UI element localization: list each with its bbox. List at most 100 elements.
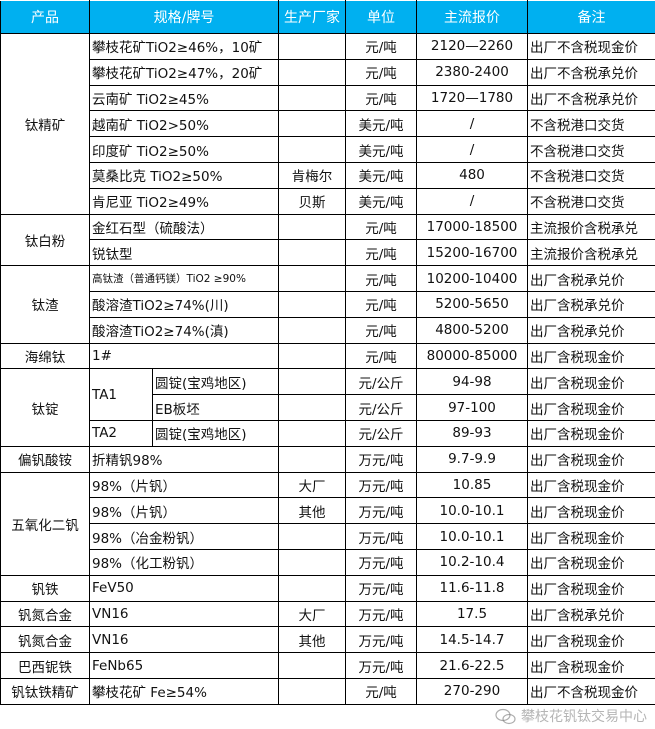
- spec-cell: 98%（化工粉钒）: [89, 548, 279, 576]
- table-row: 巴西铌铁 FeNb65 万元/吨 21.6-22.5 出厂含税现金价: [0, 652, 655, 679]
- table-row: 钒铁 FeV50 万元/吨 11.6-11.8 出厂含税现金价: [0, 574, 655, 602]
- spec-cell: 莫桑比克 TiO2≥50%: [89, 161, 279, 189]
- note-cell: 出厂含税现金价: [527, 394, 655, 421]
- price-cell: 21.6-22.5: [416, 652, 528, 679]
- spec-cell: 云南矿 TiO2≥45%: [89, 84, 279, 112]
- note-cell: 出厂含税现金价: [527, 497, 655, 525]
- note-cell: 出厂含税现金价: [527, 419, 655, 447]
- maker-cell: [278, 548, 346, 576]
- note-cell: 出厂不含税承兑价: [527, 58, 655, 86]
- price-cell: 94-98: [416, 368, 528, 396]
- table-row: 钛精矿 攀枝花矿TiO2≥46%，10矿 元/吨 2120—2260 出厂不含税现金价: [0, 33, 655, 215]
- maker-cell: [278, 239, 346, 267]
- maker-cell: [278, 58, 346, 86]
- maker-cell: [278, 574, 346, 602]
- spec-cell: 攀枝花矿TiO2≥47%，20矿: [89, 58, 279, 86]
- table-row: 98%（片钒） 其他 万元/吨 10.0-10.1 出厂含税现金价: [1, 497, 655, 525]
- note-cell: 出厂含税现金价: [527, 342, 655, 370]
- table-row: 云南矿 TiO2≥45% 元/吨 1720—1780 出厂不含税承兑价: [1, 84, 655, 112]
- table-row: 锐钛型 元/吨 15200-16700 主流报价含税承兑: [1, 239, 655, 267]
- unit-cell: 元/吨: [345, 316, 417, 344]
- table-row: 印度矿 TiO2≥50% 美元/吨 / 不含税港口交货: [1, 136, 655, 163]
- wechat-icon: [495, 708, 516, 725]
- product-cell: 钒氮合金: [0, 626, 90, 654]
- note-cell: 出厂含税现金价: [527, 574, 655, 602]
- grade-cell: TA2: [89, 419, 153, 447]
- note-cell: 出厂含税承兑价: [527, 600, 655, 628]
- maker-cell: 大厂: [278, 600, 346, 628]
- table-row: TA2 圆锭(宝鸡地区) 元/公斤 89-93 出厂含税现金价: [1, 419, 655, 447]
- unit-cell: 元/公斤: [345, 368, 417, 396]
- unit-cell: 元/公斤: [345, 419, 417, 447]
- spec-cell: 锐钛型: [89, 239, 279, 267]
- spec-cell: 酸溶渣TiO2≥74%(滇): [89, 316, 279, 344]
- unit-cell: 万元/吨: [345, 626, 417, 654]
- maker-cell: [278, 33, 346, 60]
- maker-cell: [278, 342, 346, 370]
- price-cell: 2120—2260: [416, 33, 528, 60]
- grade-cell: TA1: [89, 368, 153, 421]
- note-cell: 出厂不含税现金价: [527, 677, 655, 705]
- price-cell: 97-100: [416, 394, 528, 421]
- spec-cell: 肯尼亚 TiO2≥49%: [89, 187, 279, 215]
- unit-cell: 元/吨: [345, 290, 417, 318]
- maker-cell: [278, 84, 346, 112]
- price-cell: 10.0-10.1: [416, 523, 528, 550]
- price-cell: 4800-5200: [416, 316, 528, 344]
- maker-cell: 大厂: [278, 471, 346, 499]
- spec-cell: 折精钒98%: [89, 445, 279, 473]
- price-cell: 270-290: [416, 677, 528, 705]
- product-cell: 巴西铌铁: [0, 652, 90, 679]
- product-cell: 钒铁: [0, 574, 90, 602]
- maker-cell: [278, 523, 346, 550]
- unit-cell: 万元/吨: [345, 471, 417, 499]
- product-cell: 钛渣: [0, 265, 90, 344]
- note-cell: 出厂含税承兑价: [527, 316, 655, 344]
- spec-cell: 1#: [89, 342, 279, 370]
- price-cell: 15200-16700: [416, 239, 528, 267]
- product-cell: 钛白粉: [0, 213, 90, 267]
- note-cell: 出厂含税承兑价: [527, 265, 655, 292]
- spec-cell: VN16: [89, 626, 279, 654]
- header-price: 主流报价: [416, 0, 528, 34]
- note-cell: 出厂含税现金价: [527, 548, 655, 576]
- spec-cell: 圆锭(宝鸡地区): [152, 368, 279, 396]
- product-cell: 钛锭: [0, 368, 90, 447]
- note-cell: 不含税港口交货: [527, 161, 655, 189]
- maker-cell: [278, 213, 346, 241]
- price-cell: 17000-18500: [416, 213, 528, 241]
- note-cell: 不含税港口交货: [527, 136, 655, 163]
- price-cell: 89-93: [416, 419, 528, 447]
- table-row: 钒钛铁精矿 攀枝花矿 Fe≥54% 元/吨 270-290 出厂不含税现金价: [0, 677, 655, 705]
- maker-cell: [278, 394, 346, 421]
- price-cell: /: [416, 136, 528, 163]
- unit-cell: 万元/吨: [345, 523, 417, 550]
- price-cell: 17.5: [416, 600, 528, 628]
- unit-cell: 万元/吨: [345, 497, 417, 525]
- note-cell: 出厂含税现金价: [527, 523, 655, 550]
- table-row: 钛锭 TA1 圆锭(宝鸡地区) 元/公斤 94-98 出厂含税现金价: [0, 368, 655, 447]
- unit-cell: 美元/吨: [345, 136, 417, 163]
- unit-cell: 元/吨: [345, 33, 417, 60]
- table-row: 攀枝花矿TiO2≥47%，20矿 元/吨 2380-2400 出厂不含税承兑价: [1, 58, 655, 86]
- maker-cell: 贝斯: [278, 187, 346, 215]
- table-row: 偏钒酸铵 折精钒98% 万元/吨 9.7-9.9 出厂含税现金价: [0, 445, 655, 473]
- table-row: 钛渣 高钛渣（普通钙镁）TiO2 ≥90% 元/吨 10200-10400 出厂含税承兑…: [0, 265, 655, 344]
- product-cell: 海绵钛: [0, 342, 90, 370]
- price-cell: 480: [416, 161, 528, 189]
- note-cell: 主流报价含税承兑: [527, 239, 655, 267]
- unit-cell: 美元/吨: [345, 187, 417, 215]
- price-cell: /: [416, 110, 528, 138]
- product-cell: 五氧化二钒: [0, 471, 90, 576]
- maker-cell: [278, 677, 346, 705]
- spec-cell: EB板坯: [152, 394, 279, 421]
- price-cell: 80000-85000: [416, 342, 528, 370]
- maker-cell: [278, 290, 346, 318]
- product-cell: 偏钒酸铵: [0, 445, 90, 473]
- unit-cell: 美元/吨: [345, 161, 417, 189]
- note-cell: 出厂含税现金价: [527, 445, 655, 473]
- table-row: 钒氮合金 VN16 其他 万元/吨 14.5-14.7 出厂含税现金价: [0, 626, 655, 654]
- product-cell: 钛精矿: [0, 33, 90, 215]
- spec-cell: 金红石型（硫酸法）: [89, 213, 279, 241]
- price-cell: 14.5-14.7: [416, 626, 528, 654]
